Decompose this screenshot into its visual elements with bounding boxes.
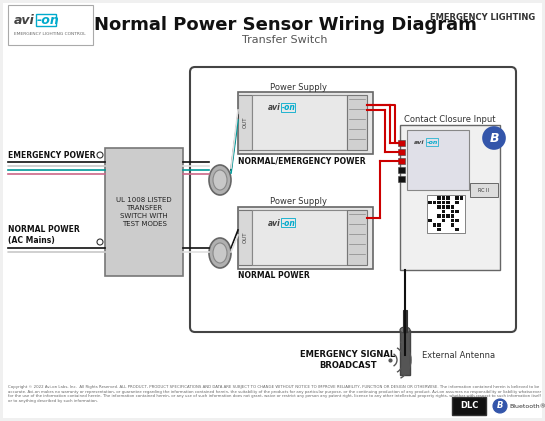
Text: Copyright © 2022 Avi-on Labs, Inc.  All Rights Reserved. ALL PRODUCT, PRODUCT SP: Copyright © 2022 Avi-on Labs, Inc. All R… [8,385,541,403]
Bar [398,176,405,182]
Text: Bluetooth®: Bluetooth® [509,403,545,408]
Text: NORMAL POWER: NORMAL POWER [238,271,310,280]
Bar [398,167,405,173]
Text: Normal Power Sensor Wiring Diagram: Normal Power Sensor Wiring Diagram [94,16,476,34]
Bar [105,148,183,276]
Text: Transfer Switch: Transfer Switch [242,35,328,45]
Bar [238,92,373,154]
FancyBboxPatch shape [190,67,516,332]
Bar [441,196,445,200]
Bar [407,130,469,190]
Bar [36,14,56,26]
Bar [446,200,450,204]
Bar [428,200,432,204]
Bar [281,218,295,227]
Ellipse shape [400,327,410,333]
Text: DLC: DLC [460,402,478,410]
Bar [427,195,465,233]
Text: -on: -on [282,104,296,112]
Text: External Antenna: External Antenna [422,351,495,360]
Bar [446,205,450,208]
Bar [437,214,440,218]
Bar [452,397,486,415]
Bar [446,196,450,200]
Circle shape [493,399,507,413]
Bar [400,125,500,270]
Bar [455,196,458,200]
Bar [252,95,347,150]
Bar [437,205,440,208]
Bar [400,330,410,375]
Bar [347,95,367,150]
Bar [437,223,440,226]
Bar [398,158,405,164]
Bar [238,210,252,265]
Bar [238,95,252,150]
Text: RC II: RC II [479,187,489,192]
Text: Contact Closure Input: Contact Closure Input [404,115,496,125]
Bar [398,149,405,155]
Text: EMERGENCY SIGNAL
BROADCAST: EMERGENCY SIGNAL BROADCAST [300,350,396,370]
Bar [455,218,458,222]
Text: -on: -on [37,14,60,27]
Text: EMERGENCY POWER: EMERGENCY POWER [8,150,95,160]
Ellipse shape [209,165,231,195]
Text: avi: avi [414,141,425,146]
Bar [455,227,458,231]
Text: B: B [489,131,499,144]
Text: OUT: OUT [243,231,247,243]
Text: Power Supply: Power Supply [269,197,326,206]
Text: NORMAL/EMERGENCY POWER: NORMAL/EMERGENCY POWER [238,157,366,165]
Ellipse shape [213,170,227,190]
Bar [433,200,436,204]
Bar [441,205,445,208]
Bar [470,183,498,197]
Bar [403,310,407,332]
Bar [451,218,454,222]
Circle shape [97,239,103,245]
Text: EMERGENCY LIGHTING CONTROL: EMERGENCY LIGHTING CONTROL [14,32,86,36]
Bar [441,200,445,204]
Text: Power Supply: Power Supply [269,83,326,91]
Text: -on: -on [427,141,438,146]
Bar [459,196,463,200]
Text: avi: avi [14,14,35,27]
Bar [455,200,458,204]
Text: B: B [497,402,503,410]
Bar [437,196,440,200]
Bar [398,140,405,146]
Bar [281,103,295,112]
Bar [451,223,454,226]
Circle shape [97,152,103,158]
Bar [428,218,432,222]
Bar [451,214,454,218]
Text: avi: avi [268,218,281,227]
Bar [446,214,450,218]
Bar [441,214,445,218]
Ellipse shape [209,238,231,268]
Bar [252,210,347,265]
Bar [451,210,454,213]
Ellipse shape [213,243,227,263]
Bar [437,227,440,231]
Bar [8,5,93,45]
Text: -on: -on [282,218,296,227]
Text: EMERGENCY LIGHTING: EMERGENCY LIGHTING [430,13,535,22]
Bar [347,210,367,265]
Circle shape [483,127,505,149]
Bar [238,207,373,269]
Bar [426,138,438,146]
Text: NORMAL POWER
(AC Mains): NORMAL POWER (AC Mains) [8,225,80,245]
Text: avi: avi [268,104,281,112]
Bar [441,218,445,222]
Bar [437,200,440,204]
Bar [455,210,458,213]
Bar [433,223,436,226]
Text: UL 1008 LISTED
TRANSFER
SWITCH WITH
TEST MODES: UL 1008 LISTED TRANSFER SWITCH WITH TEST… [116,197,172,227]
Bar [441,210,445,213]
Text: OUT: OUT [243,116,247,128]
Bar [451,205,454,208]
